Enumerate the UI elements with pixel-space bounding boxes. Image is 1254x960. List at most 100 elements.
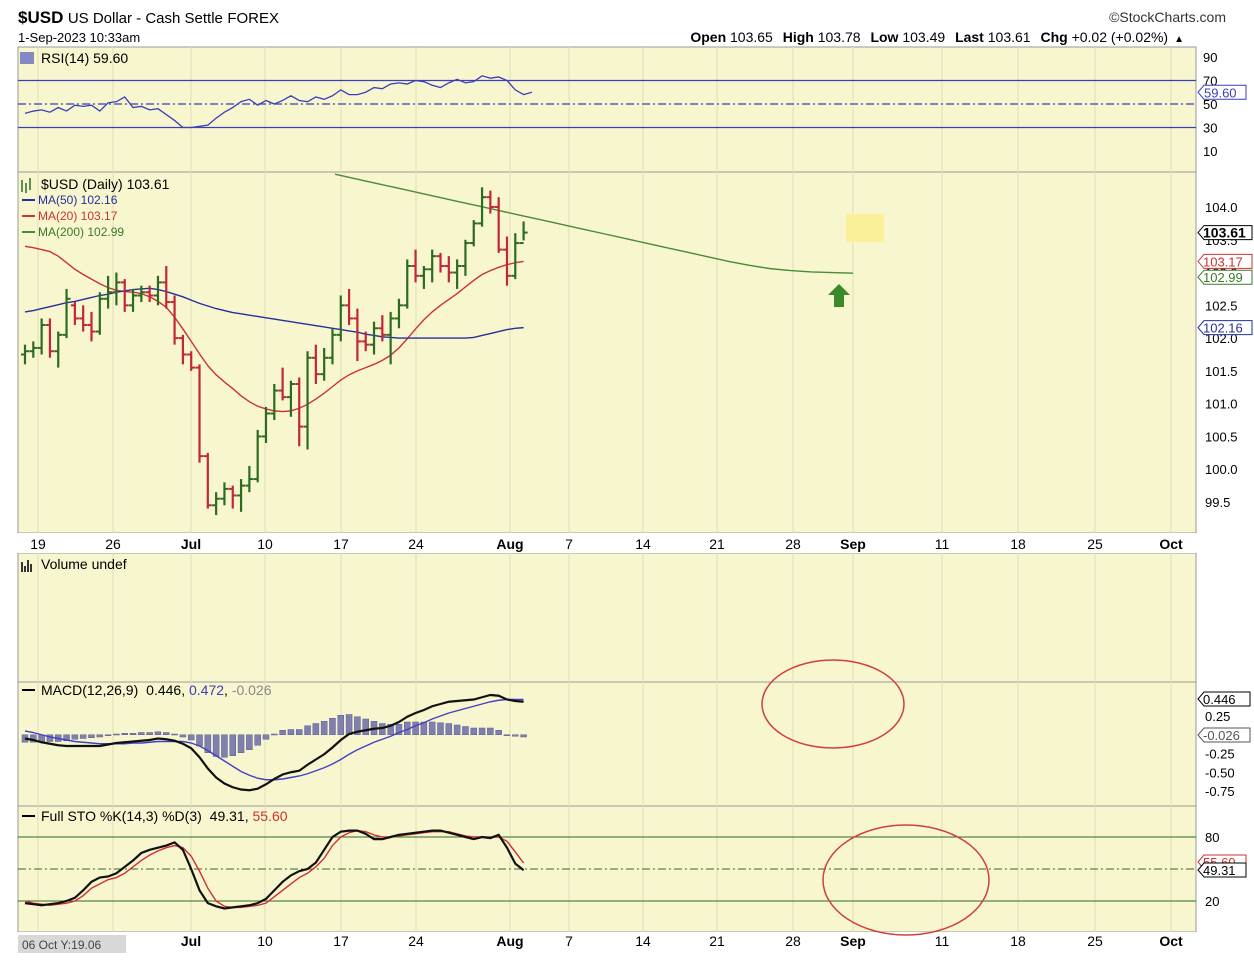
macd-hist-bar bbox=[295, 729, 303, 735]
macd-hist-bar bbox=[520, 734, 527, 738]
ohlc-bar bbox=[37, 318, 46, 355]
macd-hist-bar bbox=[187, 734, 195, 741]
macd-y-tick: 0.25 bbox=[1205, 709, 1230, 724]
macd-legend: MACD(12,26,9) 0.446, 0.472, -0.026 bbox=[41, 682, 272, 698]
macd-hist-bar bbox=[320, 721, 328, 735]
ohlc-bar bbox=[54, 331, 63, 368]
rsi-y-tick: 30 bbox=[1203, 121, 1217, 136]
macd-hist-bar bbox=[237, 734, 245, 753]
ohlc-bar bbox=[137, 285, 146, 303]
bottom-x-tick-label: Jul bbox=[181, 933, 201, 949]
bottom-x-axis-strip bbox=[18, 932, 1196, 956]
chart-title: $USD US Dollar - Cash Settle FOREX bbox=[18, 8, 279, 28]
ohlc-bar bbox=[494, 197, 503, 253]
ohlc-bar bbox=[79, 305, 88, 332]
ohlc-bar bbox=[419, 266, 428, 289]
macd-hist-bar bbox=[329, 718, 336, 735]
ohlc-bar bbox=[394, 298, 403, 329]
ohlc-bar bbox=[245, 465, 254, 493]
price-y-tick: 100.0 bbox=[1205, 462, 1238, 477]
macd-hist-bar bbox=[437, 722, 444, 735]
x-tick-label: 24 bbox=[408, 536, 424, 552]
macd-hist-bar bbox=[470, 727, 477, 735]
macd-hist-value: -0.026 bbox=[232, 682, 272, 698]
quote-datetime: 1-Sep-2023 10:33am bbox=[18, 30, 141, 45]
macd-value-tag bbox=[1197, 727, 1251, 743]
macd-hist-bar bbox=[362, 718, 369, 735]
chart-series bbox=[21, 75, 854, 910]
macd-hist-bar bbox=[71, 734, 79, 740]
ohlc-bar bbox=[220, 482, 229, 506]
sto-legend: Full STO %K(14,3) %D(3) 49.31, 55.60 bbox=[41, 808, 288, 824]
ohlc-bar bbox=[120, 279, 129, 312]
ohlc-bar bbox=[187, 351, 196, 371]
description: US Dollar - Cash Settle bbox=[67, 10, 223, 27]
macd-hist-bar bbox=[113, 733, 120, 736]
ohlc-bar bbox=[320, 347, 329, 381]
macd-hist-bar bbox=[121, 733, 128, 735]
macd-hist-bar bbox=[345, 714, 353, 735]
macd-hist-bar bbox=[229, 734, 236, 756]
macd-hist-bar bbox=[395, 724, 403, 735]
macd-hist-bar bbox=[212, 734, 220, 757]
x-axis-strip bbox=[18, 533, 1196, 553]
ohlc-bar bbox=[461, 239, 470, 276]
macd-hist-bar bbox=[63, 734, 70, 741]
ohlc-bar bbox=[203, 452, 212, 509]
macd-hist-bar bbox=[271, 733, 278, 736]
ohlc-bar bbox=[403, 259, 412, 309]
rsi-panel bbox=[17, 46, 1197, 173]
x-tick-label: 18 bbox=[1010, 536, 1026, 552]
rsi-y-tick: 50 bbox=[1203, 97, 1217, 112]
macd-hist-bar bbox=[503, 734, 511, 736]
x-tick-label: 19 bbox=[30, 536, 46, 552]
x-tick-label: 25 bbox=[1087, 536, 1103, 552]
rsi-value-tag bbox=[1197, 84, 1247, 100]
macd-current-label: -0.026 bbox=[1203, 728, 1240, 743]
ohlc-bar bbox=[87, 311, 96, 342]
sto-value-tag bbox=[1197, 862, 1247, 878]
ma200-legend: MA(200) 102.99 bbox=[38, 225, 124, 239]
chart-labels: 19 26 Jul 10 17 24 Aug 7 14 21 28 Sep 11 18 25 Oct Jul 10… bbox=[18, 50, 1253, 953]
rsi-legend: RSI(14) 59.60 bbox=[41, 50, 128, 66]
ohlc-bar bbox=[253, 429, 262, 483]
x-tick-label: 28 bbox=[785, 536, 801, 552]
price-y-tick: 101.5 bbox=[1205, 364, 1238, 379]
macd-hist-bar bbox=[138, 732, 145, 735]
price-legend: $USD (Daily) 103.61 bbox=[41, 176, 170, 192]
macd-signal-value: 0.472 bbox=[189, 682, 224, 698]
x-tick-label: Sep bbox=[840, 536, 866, 552]
ohlc-bar bbox=[104, 275, 113, 309]
macd-y-tick: -0.75 bbox=[1205, 784, 1235, 799]
ohlc-bar bbox=[129, 288, 138, 312]
x-tick-label: 17 bbox=[333, 536, 349, 552]
macd-hist-bar bbox=[88, 734, 95, 738]
date-stamp-box bbox=[18, 935, 126, 953]
price-y-tick: 104.0 bbox=[1205, 200, 1238, 215]
ohlc-bar bbox=[112, 272, 121, 306]
sto-k-value: 49.31 bbox=[210, 808, 245, 824]
open-value: 103.65 bbox=[730, 29, 773, 45]
legends: RSI(14) 59.60 $USD (Daily) 103.61 MA(50)… bbox=[38, 50, 288, 824]
bottom-x-tick-label: 11 bbox=[935, 933, 950, 949]
x-tick-label: 10 bbox=[257, 536, 273, 552]
x-tick-label: 14 bbox=[635, 536, 651, 552]
x-tick-label: Aug bbox=[496, 536, 523, 552]
macd-hist-bar bbox=[262, 734, 270, 740]
macd-hist-bar bbox=[337, 715, 345, 735]
ohlc-bar bbox=[361, 331, 370, 352]
macd-hist-bar bbox=[129, 733, 137, 735]
ohlc-bar bbox=[70, 302, 79, 325]
sto-d-value: 55.60 bbox=[253, 808, 288, 824]
x-tick-label: 26 bbox=[105, 536, 121, 552]
bottom-x-tick-label: 18 bbox=[1010, 933, 1026, 949]
macd-hist-bar bbox=[445, 723, 453, 735]
x-tick-label: 11 bbox=[935, 536, 950, 552]
macd-hist-bar bbox=[154, 731, 162, 735]
sto-y-tick: 80 bbox=[1205, 830, 1219, 845]
rsi-current-label: 59.60 bbox=[1204, 85, 1237, 100]
price-value-tag bbox=[1197, 253, 1253, 269]
x-tick-label: 7 bbox=[565, 536, 573, 552]
ohlc-bar bbox=[178, 334, 187, 365]
price-y-tick: 100.5 bbox=[1205, 429, 1238, 444]
